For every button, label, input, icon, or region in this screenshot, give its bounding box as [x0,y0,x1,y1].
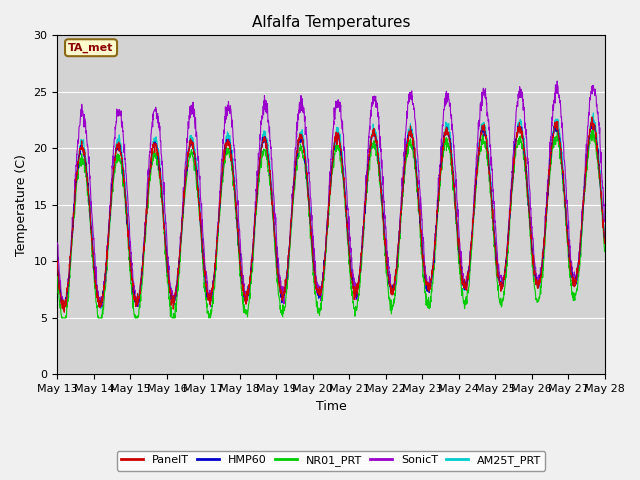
NR01_PRT [54,275,61,281]
HMP60 [59,306,67,312]
NR01_PRT [568,288,576,294]
AM25T_PRT [347,262,355,268]
PanelT [601,240,609,246]
NR01_PRT [359,243,367,249]
NR01_PRT [601,249,609,254]
HMP60 [359,232,367,238]
Legend: PanelT, HMP60, NR01_PRT, SonicT, AM25T_PRT: PanelT, HMP60, NR01_PRT, SonicT, AM25T_P… [116,451,545,470]
Line: AM25T_PRT: AM25T_PRT [58,113,605,309]
HMP60 [54,261,61,266]
SonicT [60,304,67,310]
Line: PanelT: PanelT [58,117,605,312]
SonicT [347,249,355,254]
PanelT [552,120,560,126]
PanelT [568,271,575,276]
NR01_PRT [552,134,560,140]
PanelT [490,230,498,236]
Text: TA_met: TA_met [68,43,114,53]
SonicT [490,199,498,204]
AM25T_PRT [359,239,367,244]
Title: Alfalfa Temperatures: Alfalfa Temperatures [252,15,410,30]
PanelT [359,234,367,240]
SonicT [54,240,61,246]
HMP60 [347,266,355,272]
HMP60 [601,235,609,241]
AM25T_PRT [97,306,104,312]
Line: NR01_PRT: NR01_PRT [58,129,605,318]
SonicT [601,219,609,225]
NR01_PRT [554,126,561,132]
X-axis label: Time: Time [316,400,346,413]
AM25T_PRT [568,271,575,277]
AM25T_PRT [589,110,597,116]
AM25T_PRT [552,119,560,125]
AM25T_PRT [490,225,498,231]
HMP60 [552,124,560,130]
HMP60 [589,117,596,122]
PanelT [54,258,61,264]
Y-axis label: Temperature (C): Temperature (C) [15,154,28,256]
HMP60 [206,296,214,301]
HMP60 [490,229,498,235]
SonicT [568,266,576,272]
PanelT [206,301,214,307]
AM25T_PRT [601,232,609,238]
NR01_PRT [58,315,65,321]
NR01_PRT [206,315,214,321]
Line: SonicT: SonicT [58,81,605,307]
HMP60 [568,272,575,278]
SonicT [554,78,561,84]
PanelT [588,114,596,120]
PanelT [347,269,355,275]
AM25T_PRT [206,296,214,302]
NR01_PRT [347,279,355,285]
SonicT [206,294,214,300]
SonicT [552,89,560,95]
AM25T_PRT [54,258,61,264]
PanelT [60,310,68,315]
Line: HMP60: HMP60 [58,120,605,309]
SonicT [359,227,367,232]
NR01_PRT [490,244,498,250]
